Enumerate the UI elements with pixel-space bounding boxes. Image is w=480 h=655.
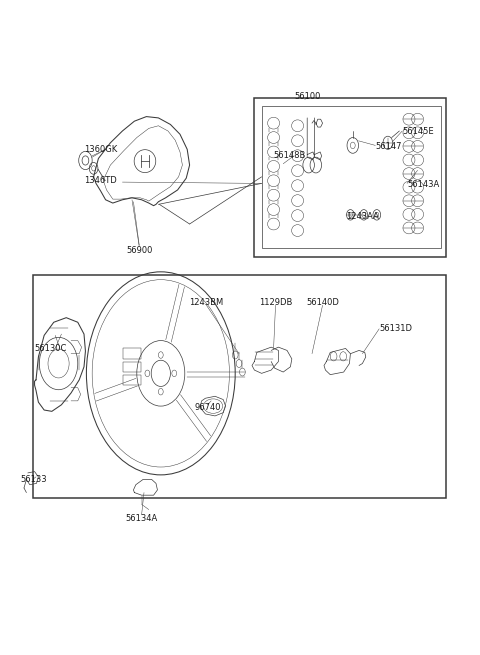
Text: 56134A: 56134A [125,514,158,523]
Text: 1243AA: 1243AA [346,212,378,221]
Bar [262,106,441,248]
Text: 56130C: 56130C [35,344,67,353]
Bar [33,275,446,498]
Text: 56140D: 56140D [306,298,339,307]
Bar [123,375,141,385]
Text: 56900: 56900 [126,246,152,255]
Text: 96740: 96740 [194,403,221,412]
Text: 56143A: 56143A [407,180,439,189]
Text: 56148B: 56148B [274,151,306,160]
Text: 56133: 56133 [20,475,47,484]
Text: 56100: 56100 [294,92,320,102]
Text: 1243BM: 1243BM [189,298,224,307]
Text: 1129DB: 1129DB [259,298,292,307]
Bar [254,98,446,257]
Bar [123,362,141,372]
Text: 1346TD: 1346TD [84,176,117,185]
Text: 56147: 56147 [375,142,402,151]
Text: 56145E: 56145E [402,126,434,136]
Text: 1360GK: 1360GK [84,145,117,154]
Text: 56131D: 56131D [379,324,412,333]
Bar [123,348,141,359]
